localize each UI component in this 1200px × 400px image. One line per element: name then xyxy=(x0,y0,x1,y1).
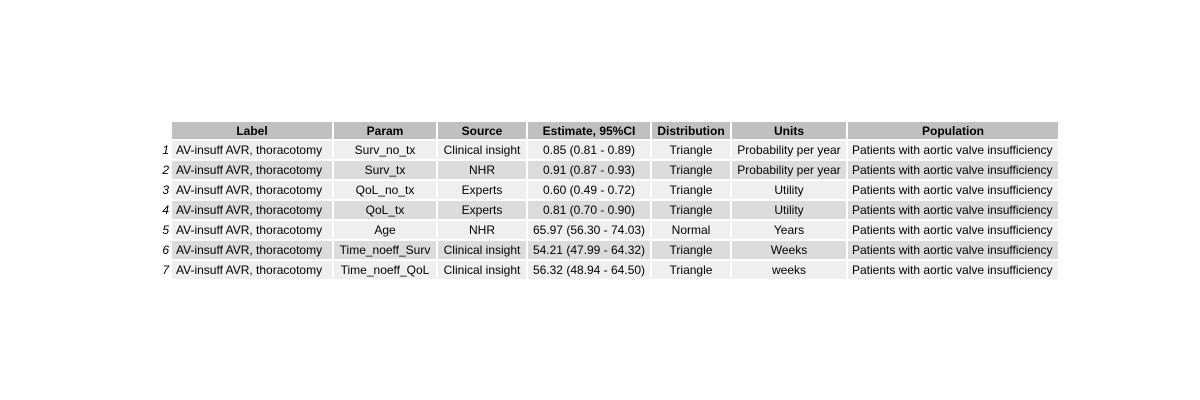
parameter-table-container: Label Param Source Estimate, 95%CI Distr… xyxy=(155,120,1060,281)
table-row: 1 AV-insuff AVR, thoracotomy Surv_no_tx … xyxy=(157,141,1058,159)
cell-units: Weeks xyxy=(732,241,846,259)
cell-estimate: 0.81 (0.70 - 0.90) xyxy=(528,201,650,219)
cell-estimate: 0.91 (0.87 - 0.93) xyxy=(528,161,650,179)
cell-param: Surv_tx xyxy=(334,161,436,179)
header-source: Source xyxy=(438,122,526,139)
cell-label: AV-insuff AVR, thoracotomy xyxy=(172,141,332,159)
cell-units: Utility xyxy=(732,181,846,199)
table-row: 6 AV-insuff AVR, thoracotomy Time_noeff_… xyxy=(157,241,1058,259)
cell-units: Utility xyxy=(732,201,846,219)
header-population: Population xyxy=(848,122,1058,139)
cell-estimate: 54.21 (47.99 - 64.32) xyxy=(528,241,650,259)
cell-label: AV-insuff AVR, thoracotomy xyxy=(172,221,332,239)
cell-population: Patients with aortic valve insufficiency xyxy=(848,241,1058,259)
cell-source: Experts xyxy=(438,201,526,219)
row-index-header xyxy=(157,122,170,139)
header-label: Label xyxy=(172,122,332,139)
table-row: 7 AV-insuff AVR, thoracotomy Time_noeff_… xyxy=(157,261,1058,279)
table-row: 2 AV-insuff AVR, thoracotomy Surv_tx NHR… xyxy=(157,161,1058,179)
cell-population: Patients with aortic valve insufficiency xyxy=(848,141,1058,159)
table-row: 3 AV-insuff AVR, thoracotomy QoL_no_tx E… xyxy=(157,181,1058,199)
row-index: 5 xyxy=(162,223,169,237)
row-index: 7 xyxy=(162,263,169,277)
cell-population: Patients with aortic valve insufficiency xyxy=(848,161,1058,179)
cell-distribution: Triangle xyxy=(652,241,730,259)
cell-units: Probability per year xyxy=(732,161,846,179)
cell-population: Patients with aortic valve insufficiency xyxy=(848,201,1058,219)
cell-param: Surv_no_tx xyxy=(334,141,436,159)
row-index: 4 xyxy=(162,203,169,217)
cell-units: weeks xyxy=(732,261,846,279)
header-param: Param xyxy=(334,122,436,139)
table-header-row: Label Param Source Estimate, 95%CI Distr… xyxy=(157,122,1058,139)
cell-estimate: 0.85 (0.81 - 0.89) xyxy=(528,141,650,159)
header-units: Units xyxy=(732,122,846,139)
cell-source: Clinical insight xyxy=(438,141,526,159)
row-index: 3 xyxy=(162,183,169,197)
cell-param: Age xyxy=(334,221,436,239)
cell-estimate: 65.97 (56.30 - 74.03) xyxy=(528,221,650,239)
cell-param: QoL_tx xyxy=(334,201,436,219)
cell-population: Patients with aortic valve insufficiency xyxy=(848,181,1058,199)
cell-units: Years xyxy=(732,221,846,239)
row-index: 1 xyxy=(162,143,169,157)
cell-label: AV-insuff AVR, thoracotomy xyxy=(172,241,332,259)
parameter-table: Label Param Source Estimate, 95%CI Distr… xyxy=(155,120,1060,281)
header-estimate: Estimate, 95%CI xyxy=(528,122,650,139)
cell-param: Time_noeff_Surv xyxy=(334,241,436,259)
cell-distribution: Triangle xyxy=(652,201,730,219)
cell-units: Probability per year xyxy=(732,141,846,159)
cell-distribution: Triangle xyxy=(652,261,730,279)
cell-population: Patients with aortic valve insufficiency xyxy=(848,221,1058,239)
cell-source: Experts xyxy=(438,181,526,199)
cell-label: AV-insuff AVR, thoracotomy xyxy=(172,181,332,199)
cell-param: Time_noeff_QoL xyxy=(334,261,436,279)
table-row: 4 AV-insuff AVR, thoracotomy QoL_tx Expe… xyxy=(157,201,1058,219)
cell-label: AV-insuff AVR, thoracotomy xyxy=(172,261,332,279)
cell-label: AV-insuff AVR, thoracotomy xyxy=(172,161,332,179)
row-index: 6 xyxy=(162,243,169,257)
cell-estimate: 0.60 (0.49 - 0.72) xyxy=(528,181,650,199)
cell-population: Patients with aortic valve insufficiency xyxy=(848,261,1058,279)
cell-param: QoL_no_tx xyxy=(334,181,436,199)
header-distribution: Distribution xyxy=(652,122,730,139)
cell-distribution: Normal xyxy=(652,221,730,239)
cell-distribution: Triangle xyxy=(652,141,730,159)
cell-label: AV-insuff AVR, thoracotomy xyxy=(172,201,332,219)
cell-source: NHR xyxy=(438,161,526,179)
cell-distribution: Triangle xyxy=(652,181,730,199)
cell-source: Clinical insight xyxy=(438,261,526,279)
cell-distribution: Triangle xyxy=(652,161,730,179)
cell-estimate: 56.32 (48.94 - 64.50) xyxy=(528,261,650,279)
cell-source: NHR xyxy=(438,221,526,239)
row-index: 2 xyxy=(162,163,169,177)
cell-source: Clinical insight xyxy=(438,241,526,259)
table-row: 5 AV-insuff AVR, thoracotomy Age NHR 65.… xyxy=(157,221,1058,239)
